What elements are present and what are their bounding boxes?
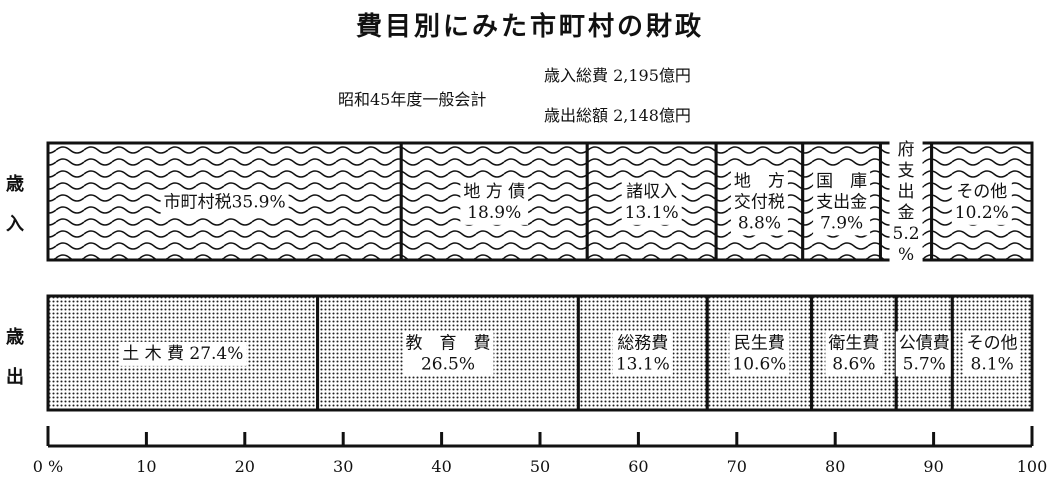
x-tick-label-20: 20 <box>235 457 255 476</box>
bar-segment-歳入-1: 市町村税35.9% <box>46 141 403 262</box>
segment-label: その他 10.2% <box>951 179 1012 225</box>
x-tick-label-10: 10 <box>136 457 156 476</box>
bar-segment-歳入-2: 地 方 債 18.9% <box>399 141 589 262</box>
x-tick-label-80: 80 <box>825 457 845 476</box>
segment-label-bg <box>460 179 529 225</box>
segment-label-bg <box>402 331 494 377</box>
segment-label-bg <box>951 179 1012 225</box>
revenue-row-label-2: 入 <box>6 214 24 235</box>
x-tick-label-40: 40 <box>431 457 451 476</box>
expenditure-row-label-2: 出 <box>6 367 24 388</box>
segment-label-bg <box>963 331 1021 377</box>
segment-label: 諸収入 13.1% <box>621 179 682 225</box>
x-tick-label-70: 70 <box>727 457 747 476</box>
segment-label: 市町村税35.9% <box>160 190 289 215</box>
bar-segment-歳出-1: 土 木 費 27.4% <box>46 294 320 412</box>
segment-label-bg <box>729 331 790 377</box>
bar-segment-歳入-4: 地 方交付税 8.8% <box>714 141 805 262</box>
segment-label: 土 木 費 27.4% <box>119 341 247 366</box>
bar-segment-歳入-5: 国 庫支出金 7.9% <box>801 141 882 262</box>
chart-title: 費目別にみた市町村の財政 <box>355 12 704 42</box>
segment-label: 衛生費 8.6% <box>825 331 883 377</box>
svg-text:市町村税35.9%: 市町村税35.9% <box>164 192 286 212</box>
expenditure-row-label-1: 歳 <box>6 327 24 348</box>
segment-label: 国 庫支出金 7.9% <box>813 169 871 236</box>
segment-label-bg <box>119 341 247 366</box>
x-tick-label-30: 30 <box>333 457 353 476</box>
segment-label: 地 方交付税 8.8% <box>730 169 788 236</box>
segment-label-bg <box>813 169 871 236</box>
segment-label: 教 育 費 26.5% <box>402 331 494 377</box>
bar-segment-歳出-7: その他 8.1% <box>950 294 1034 412</box>
segment-label-bg <box>895 331 953 377</box>
expenditure-total: 歳出総額 2,148億円 <box>544 106 691 125</box>
svg-text:土 木 費 27.4%: 土 木 費 27.4% <box>122 344 243 364</box>
segment-label: 府支出金 5.2% <box>889 137 923 267</box>
fiscal-basis-label: 昭和45年度一般会計 <box>338 90 487 109</box>
segment-label: 地 方 債 18.9% <box>460 179 529 225</box>
svg-text:教 育 費26.5%: 教 育 費 26.5% <box>405 333 490 374</box>
segment-label-bg <box>621 179 682 225</box>
x-tick-label-0: 0 % <box>33 457 63 476</box>
segment-label: その他 8.1% <box>963 331 1021 377</box>
segment-label-bg <box>160 190 289 215</box>
bar-segment-歳出-5: 衛生費 8.6% <box>810 294 898 412</box>
x-tick-label-100: 100 <box>1017 457 1048 476</box>
x-tick-label-50: 50 <box>530 457 550 476</box>
bar-segment-歳入-7: その他 10.2% <box>930 141 1034 262</box>
bar-segment-歳出-6: 公債費 5.7% <box>894 294 954 412</box>
segment-label-bg <box>889 137 923 267</box>
bar-segment-歳入-6: 府支出金 5.2% <box>878 137 934 267</box>
svg-text:地 方 債18.9%: 地 方 債 18.9% <box>463 182 525 223</box>
bar-segment-歳出-2: 教 育 費 26.5% <box>316 294 580 412</box>
segment-label-bg <box>825 331 883 377</box>
revenue-row-label-1: 歳 <box>6 174 24 195</box>
segment-label: 総務費 13.1% <box>612 331 673 377</box>
x-tick-label-90: 90 <box>923 457 943 476</box>
bar-segment-歳出-4: 民生費 10.6% <box>705 294 814 412</box>
segment-label: 公債費 5.7% <box>895 331 953 377</box>
revenue-total: 歳入総費 2,195億円 <box>544 66 691 85</box>
bar-segment-歳入-3: 諸収入 13.1% <box>585 141 718 262</box>
segment-label-bg <box>612 331 673 377</box>
segment-label: 民生費 10.6% <box>729 331 790 377</box>
segment-label-bg <box>730 169 788 236</box>
x-tick-label-60: 60 <box>628 457 648 476</box>
bar-segment-歳出-3: 総務費 13.1% <box>576 294 709 412</box>
